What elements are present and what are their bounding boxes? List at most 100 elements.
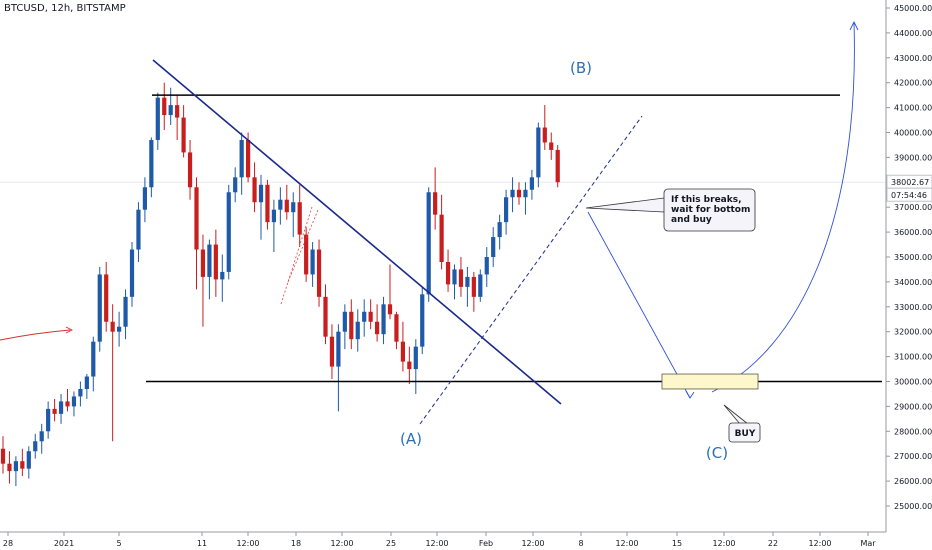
candle-body: [65, 401, 70, 407]
y-tick-label: 36000.00: [894, 228, 932, 237]
x-tick-label: 12:00: [712, 539, 735, 548]
candle-body: [362, 311, 367, 322]
candle-body: [168, 105, 173, 116]
last-price-label: 38002.67: [891, 178, 929, 187]
left-arrow-head: [65, 326, 74, 334]
chart-title: BTCUSD, 12h, BITSTAMP: [4, 3, 126, 14]
rising-dashed-trendline: [419, 115, 643, 425]
candle-body: [407, 361, 412, 370]
x-tick-label: 28: [3, 539, 13, 548]
buy-box: [728, 422, 761, 443]
x-tick-label: 12:00: [615, 539, 638, 548]
candle-body: [123, 296, 128, 327]
candle-body: [491, 237, 496, 257]
y-tick-label: 43000.00: [894, 54, 932, 63]
candle-body: [381, 304, 386, 335]
callout-box: [663, 188, 756, 232]
candle-body: [278, 199, 283, 210]
y-tick-label: 45000.00: [894, 4, 932, 13]
candle-body: [510, 189, 515, 198]
candle-body: [207, 244, 212, 277]
countdown-label: 07:54:46: [891, 191, 927, 200]
y-tick-label: 29000.00: [894, 402, 932, 411]
candle-body: [433, 192, 438, 215]
drawings: (A) (B) (C) If this breaks,wait for bottoma…: [0, 20, 882, 462]
candle-body: [420, 294, 425, 347]
candle-body: [26, 451, 31, 469]
candle-body: [187, 152, 193, 188]
candle-body: [84, 376, 89, 389]
candle-body: [387, 304, 393, 315]
candle-body: [426, 192, 431, 295]
wave-label: (B): [570, 59, 592, 77]
candle-body: [336, 331, 341, 367]
y-tick-label: 40000.00: [894, 129, 932, 138]
candle-body: [246, 139, 251, 178]
callout-text: wait for bottom: [671, 205, 750, 215]
candle-body: [91, 341, 96, 377]
y-tick-label: 41000.00: [894, 104, 932, 113]
candle-body: [265, 184, 270, 223]
candle-body: [368, 311, 373, 322]
candle-body: [400, 341, 405, 362]
candle-body: [181, 117, 186, 153]
candle-body: [413, 346, 418, 370]
descending-trendline: [152, 59, 562, 405]
projection-down: [587, 211, 691, 399]
candle-body: [78, 388, 83, 397]
candle-body: [304, 234, 309, 275]
candle-body: [226, 192, 231, 272]
candle-body: [516, 189, 522, 198]
flag-line: [287, 209, 319, 283]
candle-body: [471, 276, 476, 297]
candle-body: [555, 149, 560, 183]
candle-body: [39, 431, 44, 442]
candle-body: [194, 187, 199, 250]
candle-body: [497, 222, 502, 238]
x-tick-label: 12:00: [236, 539, 259, 548]
x-tick-label: Mar: [860, 539, 876, 548]
buy-label: BUY: [735, 429, 756, 439]
candle-body: [355, 321, 360, 340]
x-tick-label: 12:00: [330, 539, 353, 548]
candles: [0, 82, 560, 487]
candle-body: [213, 244, 218, 280]
x-tick-label: 11: [197, 539, 207, 548]
candle-body: [20, 461, 25, 469]
candle-body: [452, 269, 457, 285]
candle-body: [465, 276, 470, 287]
y-tick-label: 37000.00: [894, 203, 932, 212]
candle-body: [0, 448, 6, 464]
y-tick-label: 30000.00: [894, 378, 932, 387]
projection-down-head: [685, 390, 695, 399]
candle-body: [445, 261, 451, 285]
y-tick-label: 26000.00: [894, 477, 932, 486]
candle-body: [71, 396, 77, 407]
candle-body: [13, 461, 18, 472]
y-tick-label: 32000.00: [894, 328, 932, 337]
candle-body: [291, 202, 296, 213]
candle-body: [46, 408, 51, 432]
candle-body: [97, 274, 102, 342]
candle-body: [271, 209, 276, 223]
x-tick-label: 5: [116, 539, 121, 548]
y-tick-label: 25000.00: [894, 502, 932, 511]
candle-body: [478, 274, 483, 297]
candle-body: [52, 408, 57, 414]
candle-body: [58, 401, 64, 414]
candle-body: [536, 127, 541, 178]
candle-body: [104, 274, 109, 322]
candle-body: [439, 214, 444, 262]
y-tick-label: 42000.00: [894, 79, 932, 88]
candle-body: [329, 336, 335, 367]
y-tick-label: 35000.00: [894, 253, 932, 262]
candle-body: [542, 127, 547, 143]
candle-body: [549, 142, 554, 150]
candle-body: [349, 311, 354, 340]
candle-body: [136, 209, 141, 250]
buy-zone: [661, 373, 759, 390]
candle-body: [33, 441, 38, 452]
x-tick-label: 8: [578, 539, 583, 548]
x-tick-label: 2021: [54, 539, 74, 548]
